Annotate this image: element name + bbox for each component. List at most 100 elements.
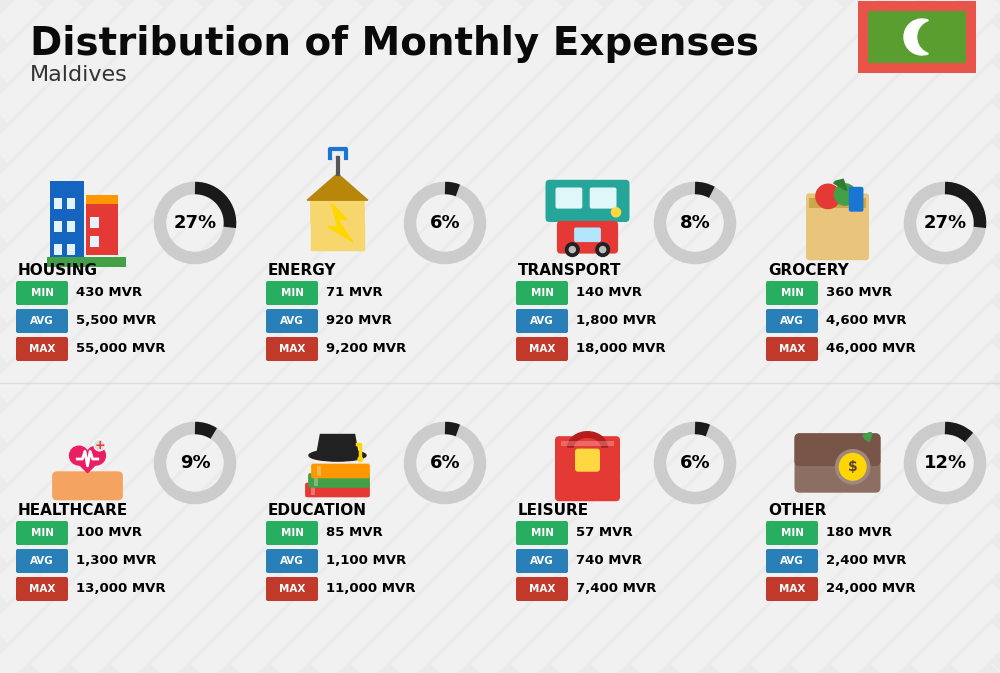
FancyBboxPatch shape [516, 577, 568, 601]
FancyBboxPatch shape [314, 475, 318, 486]
Text: 46,000 MVR: 46,000 MVR [826, 343, 916, 355]
Polygon shape [307, 174, 368, 200]
FancyBboxPatch shape [46, 257, 126, 267]
Text: EDUCATION: EDUCATION [268, 503, 367, 518]
Circle shape [596, 243, 610, 256]
FancyBboxPatch shape [858, 1, 976, 73]
FancyBboxPatch shape [546, 180, 630, 222]
Text: 55,000 MVR: 55,000 MVR [76, 343, 166, 355]
Text: 6%: 6% [680, 454, 710, 472]
Text: MIN: MIN [530, 288, 554, 298]
Text: MAX: MAX [29, 344, 55, 354]
Ellipse shape [309, 450, 366, 461]
FancyBboxPatch shape [311, 485, 315, 495]
Text: GROCERY: GROCERY [768, 263, 849, 278]
FancyBboxPatch shape [16, 281, 68, 305]
Text: AVG: AVG [530, 556, 554, 566]
FancyBboxPatch shape [311, 464, 370, 479]
Text: 180 MVR: 180 MVR [826, 526, 892, 540]
FancyBboxPatch shape [16, 337, 68, 361]
Text: Maldives: Maldives [30, 65, 128, 85]
Text: 27%: 27% [923, 214, 967, 232]
Circle shape [836, 450, 870, 484]
Circle shape [358, 457, 363, 462]
FancyBboxPatch shape [90, 236, 99, 247]
Text: 6%: 6% [430, 454, 460, 472]
FancyBboxPatch shape [16, 549, 68, 573]
Text: $: $ [848, 460, 858, 474]
Text: MAX: MAX [779, 344, 805, 354]
FancyBboxPatch shape [54, 221, 62, 232]
Wedge shape [904, 19, 928, 55]
FancyBboxPatch shape [590, 188, 616, 209]
FancyBboxPatch shape [849, 187, 863, 212]
Text: MIN: MIN [780, 288, 804, 298]
Text: 100 MVR: 100 MVR [76, 526, 142, 540]
Text: 9%: 9% [180, 454, 210, 472]
Text: +: + [94, 439, 105, 452]
Text: MAX: MAX [779, 584, 805, 594]
FancyBboxPatch shape [794, 433, 881, 493]
Text: MIN: MIN [30, 528, 54, 538]
FancyBboxPatch shape [766, 309, 818, 333]
Polygon shape [311, 223, 364, 250]
Text: 7,400 MVR: 7,400 MVR [576, 583, 656, 596]
Text: 11,000 MVR: 11,000 MVR [326, 583, 416, 596]
FancyBboxPatch shape [516, 281, 568, 305]
FancyBboxPatch shape [266, 337, 318, 361]
Text: AVG: AVG [280, 316, 304, 326]
Text: 9,200 MVR: 9,200 MVR [326, 343, 406, 355]
Circle shape [600, 246, 606, 252]
Circle shape [816, 184, 840, 209]
Text: 1,100 MVR: 1,100 MVR [326, 555, 406, 567]
Text: LEISURE: LEISURE [518, 503, 589, 518]
Text: MAX: MAX [279, 344, 305, 354]
Circle shape [94, 440, 105, 451]
FancyBboxPatch shape [266, 281, 318, 305]
Text: Distribution of Monthly Expenses: Distribution of Monthly Expenses [30, 25, 759, 63]
Text: MIN: MIN [530, 528, 554, 538]
Circle shape [611, 208, 621, 217]
FancyBboxPatch shape [766, 281, 818, 305]
Circle shape [569, 246, 575, 252]
Text: OTHER: OTHER [768, 503, 826, 518]
FancyBboxPatch shape [806, 193, 869, 260]
FancyBboxPatch shape [86, 198, 118, 255]
FancyBboxPatch shape [67, 244, 75, 255]
Text: 24,000 MVR: 24,000 MVR [826, 583, 916, 596]
FancyBboxPatch shape [574, 227, 601, 242]
FancyBboxPatch shape [516, 309, 568, 333]
FancyBboxPatch shape [16, 521, 68, 545]
FancyBboxPatch shape [766, 549, 818, 573]
Text: MAX: MAX [529, 584, 555, 594]
FancyBboxPatch shape [516, 521, 568, 545]
Text: HEALTHCARE: HEALTHCARE [18, 503, 128, 518]
Text: MAX: MAX [529, 344, 555, 354]
Polygon shape [834, 179, 847, 190]
FancyBboxPatch shape [556, 188, 582, 209]
FancyBboxPatch shape [16, 577, 68, 601]
FancyBboxPatch shape [67, 198, 75, 209]
FancyBboxPatch shape [516, 549, 568, 573]
FancyBboxPatch shape [575, 449, 600, 472]
Text: 18,000 MVR: 18,000 MVR [576, 343, 666, 355]
Text: 920 MVR: 920 MVR [326, 314, 392, 328]
Text: 71 MVR: 71 MVR [326, 287, 383, 299]
Text: 1,800 MVR: 1,800 MVR [576, 314, 656, 328]
FancyBboxPatch shape [516, 337, 568, 361]
FancyBboxPatch shape [52, 471, 123, 500]
Text: MIN: MIN [780, 528, 804, 538]
FancyBboxPatch shape [86, 194, 118, 204]
Text: 740 MVR: 740 MVR [576, 555, 642, 567]
Polygon shape [70, 456, 105, 472]
Circle shape [834, 184, 856, 205]
FancyBboxPatch shape [266, 309, 318, 333]
FancyBboxPatch shape [766, 337, 818, 361]
Text: AVG: AVG [780, 556, 804, 566]
Text: MIN: MIN [30, 288, 54, 298]
FancyBboxPatch shape [308, 473, 370, 488]
Text: 6%: 6% [430, 214, 460, 232]
Polygon shape [311, 181, 364, 223]
Text: 57 MVR: 57 MVR [576, 526, 633, 540]
Polygon shape [328, 204, 353, 242]
